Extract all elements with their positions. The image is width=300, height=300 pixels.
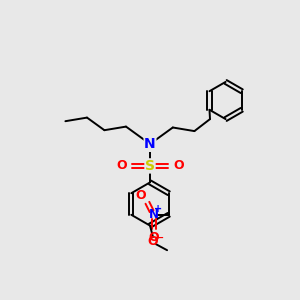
Text: O: O xyxy=(173,159,184,172)
Text: O: O xyxy=(148,231,159,244)
Text: +: + xyxy=(154,204,162,214)
Text: O: O xyxy=(135,189,146,202)
Text: S: S xyxy=(145,159,155,173)
Text: O: O xyxy=(116,159,127,172)
Text: −: − xyxy=(155,232,164,243)
Text: O: O xyxy=(148,235,158,248)
Text: N: N xyxy=(144,137,156,151)
Text: N: N xyxy=(149,208,159,221)
